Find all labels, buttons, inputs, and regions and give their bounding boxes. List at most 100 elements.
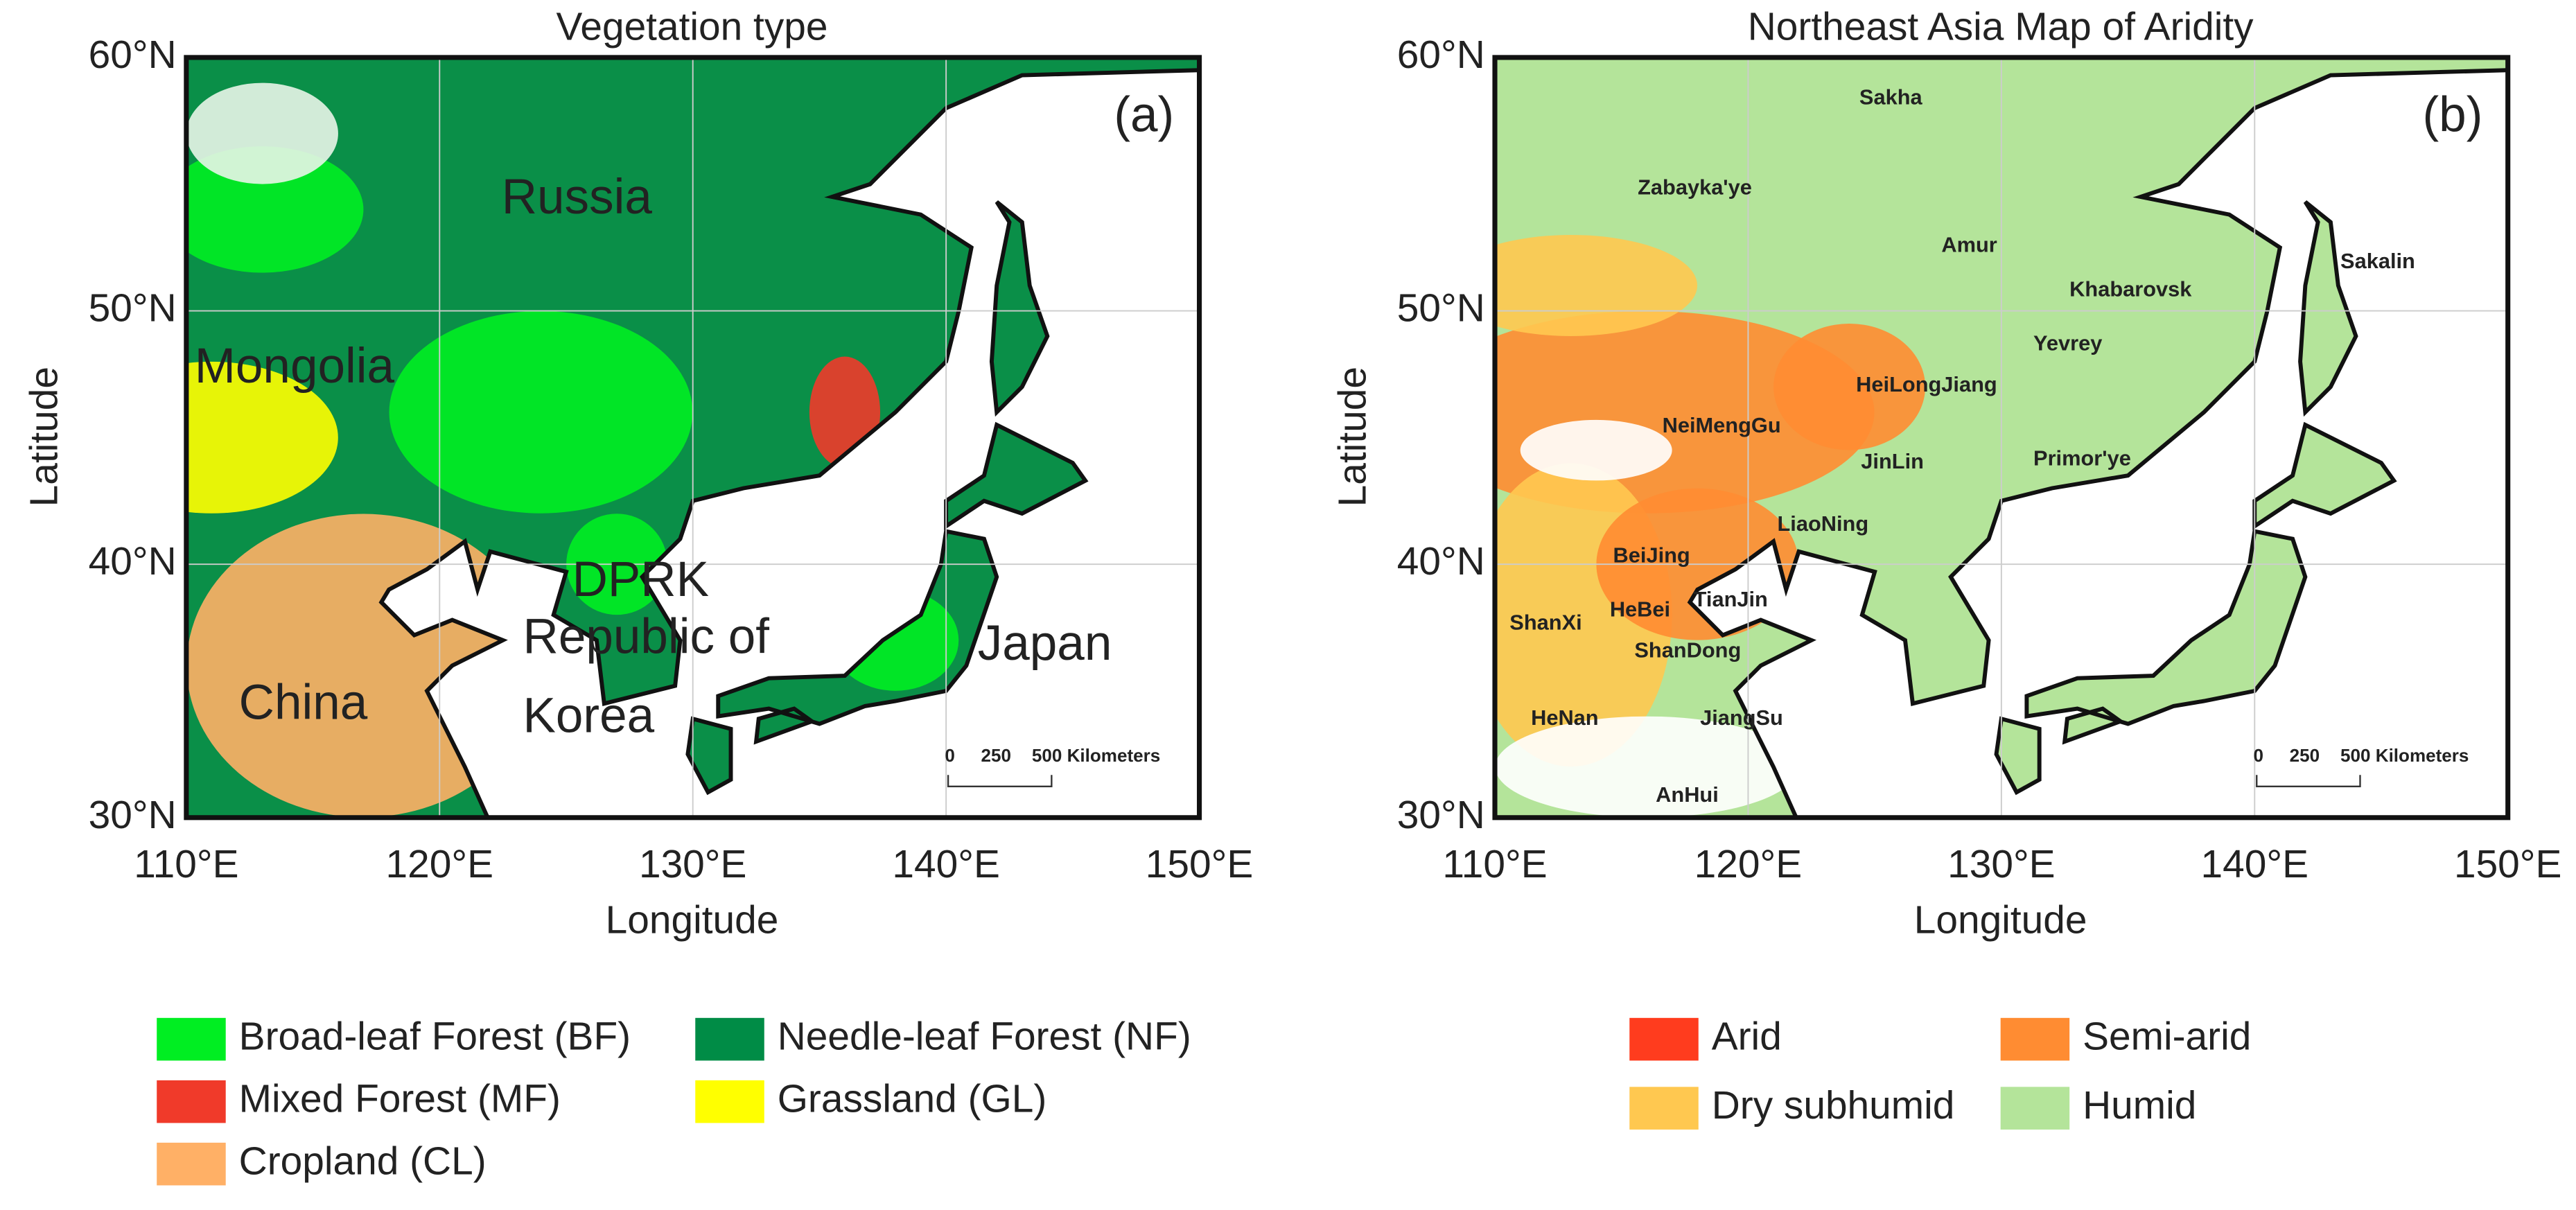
scale-bar [947, 775, 1053, 787]
x-tick-label: 110°E [134, 843, 238, 886]
x-tick-label: 150°E [1146, 843, 1254, 886]
legend-swatch [1629, 1017, 1699, 1061]
place-label: TianJin [1694, 587, 1768, 611]
legend-label: Grassland (GL) [778, 1078, 1047, 1121]
coastline [685, 716, 733, 796]
legend-swatch [695, 1080, 764, 1123]
x-tick-label: 120°E [1694, 843, 1803, 886]
legend-label: Arid [1712, 1015, 1782, 1059]
coastline [716, 529, 999, 726]
place-label: ShanXi [1509, 610, 1581, 634]
place-label: Japan [978, 616, 1112, 671]
legend-swatch [2000, 1017, 2070, 1061]
legend-swatch [695, 1017, 764, 1061]
coastline [2024, 529, 2308, 726]
y-tick-label: 30°N [89, 793, 177, 837]
place-label: Republic of [523, 610, 770, 665]
map-frame [184, 55, 1202, 821]
place-label: HeiLongJiang [1856, 372, 1997, 396]
place-label: JinLin [1861, 449, 1924, 473]
coastline [944, 421, 1089, 530]
legend-swatch [2000, 1087, 2070, 1130]
panel-title: Vegetation type [557, 6, 828, 49]
place-label: Russia [502, 170, 653, 225]
x-tick-label: 130°E [639, 843, 747, 886]
scale-label: 500 Kilometers [1032, 745, 1160, 766]
scale-label: 0 [945, 745, 954, 766]
place-label: Khabarovsk [2069, 277, 2192, 301]
place-label: Zabayka'ye [1638, 175, 1752, 200]
place-label: Amur [1941, 233, 1997, 257]
place-label: BeiJing [1613, 543, 1690, 567]
legend-label: Mixed Forest (MF) [239, 1078, 561, 1121]
y-tick-label: 60°N [89, 33, 177, 77]
place-label: ShanDong [1634, 638, 1741, 663]
legend-label: Cropland (CL) [239, 1140, 487, 1184]
coastline [753, 706, 816, 745]
y-tick-label: 60°N [1397, 33, 1485, 77]
place-label: HeNan [1531, 705, 1599, 730]
panel-tag: (a) [1114, 87, 1174, 142]
place-label: Mongolia [195, 339, 395, 394]
place-label: Korea [523, 688, 655, 743]
place-label: JiangSu [1700, 705, 1783, 730]
land-class [186, 361, 338, 514]
coastline [184, 55, 1202, 820]
scale-label: 500 Kilometers [2340, 745, 2469, 766]
place-label: NeiMengGu [1663, 413, 1781, 437]
land-class [1773, 324, 1926, 450]
place-label: HeBei [1610, 597, 1670, 621]
place-label: Yevrey [2033, 331, 2102, 356]
place-label: Sakha [1859, 85, 1923, 109]
scale-label: 0 [2254, 745, 2264, 766]
panel-title: Northeast Asia Map of Aridity [1748, 6, 2254, 49]
map-frame [1492, 55, 2511, 821]
y-tick-label: 50°N [89, 287, 177, 331]
map-fill [1495, 57, 2508, 818]
place-label: LiaoNing [1777, 511, 1868, 536]
legend-label: Humid [2083, 1084, 2196, 1128]
legend-swatch [157, 1142, 226, 1186]
scale-label: 250 [2290, 745, 2320, 766]
land-class [186, 146, 364, 273]
place-label: DPRK [572, 552, 709, 607]
x-axis-label: Longitude [606, 898, 779, 942]
panel-tag: (b) [2423, 87, 2483, 142]
y-axis-label: Latitude [23, 367, 67, 507]
x-tick-label: 150°E [2454, 843, 2562, 886]
place-label: China [239, 675, 368, 730]
legend-label: Semi-arid [2083, 1015, 2251, 1059]
coastline [2298, 200, 2358, 417]
legend-swatch [1629, 1087, 1699, 1130]
land-class [389, 310, 693, 514]
land-class [1495, 716, 1799, 818]
y-tick-label: 40°N [89, 540, 177, 584]
land-class [832, 589, 959, 691]
x-tick-label: 140°E [2201, 843, 2308, 886]
legend-label: Broad-leaf Forest (BF) [239, 1015, 631, 1059]
legend-swatch [157, 1017, 226, 1061]
legend-label: Dry subhumid [1712, 1084, 1955, 1128]
y-tick-label: 40°N [1397, 540, 1485, 584]
y-axis-label: Latitude [1331, 367, 1375, 507]
x-axis-label: Longitude [1914, 898, 2087, 942]
x-tick-label: 120°E [386, 843, 494, 886]
coastline [1994, 716, 2042, 796]
x-tick-label: 110°E [1442, 843, 1547, 886]
legend-label: Needle-leaf Forest (NF) [778, 1015, 1191, 1059]
coastline [989, 200, 1050, 417]
scale-bar [2256, 775, 2361, 787]
land-class [186, 82, 338, 184]
coastline [1493, 55, 2510, 820]
scale-label: 250 [981, 745, 1010, 766]
land-class [1520, 419, 1672, 481]
y-tick-label: 30°N [1397, 793, 1485, 837]
place-label: AnHui [1656, 782, 1719, 807]
place-label: Sakalin [2340, 249, 2415, 273]
legend-swatch [157, 1080, 226, 1123]
coastline [2252, 421, 2397, 530]
x-tick-label: 140°E [892, 843, 1000, 886]
coastline [2062, 706, 2125, 745]
